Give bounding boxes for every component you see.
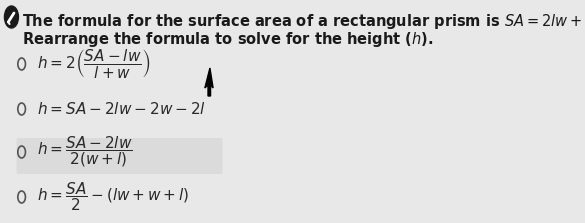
FancyBboxPatch shape — [16, 138, 223, 174]
Circle shape — [5, 6, 19, 28]
Polygon shape — [205, 68, 213, 96]
Text: $h = 2\left(\dfrac{SA - lw}{l + w}\right)$: $h = 2\left(\dfrac{SA - lw}{l + w}\right… — [37, 47, 150, 81]
Text: $h = \dfrac{SA - 2lw}{2(w + l)}$: $h = \dfrac{SA - 2lw}{2(w + l)}$ — [37, 135, 133, 169]
Text: Rearrange the formula to solve for the height ($h$).: Rearrange the formula to solve for the h… — [22, 30, 433, 49]
Text: The formula for the surface area of a rectangular prism is $SA = 2lw + 2wh + 2lh: The formula for the surface area of a re… — [22, 12, 585, 31]
Text: $h = \dfrac{SA}{2} - (lw + w + l)$: $h = \dfrac{SA}{2} - (lw + w + l)$ — [37, 181, 190, 213]
Text: $h = SA - 2lw - 2w - 2l$: $h = SA - 2lw - 2w - 2l$ — [37, 101, 206, 117]
